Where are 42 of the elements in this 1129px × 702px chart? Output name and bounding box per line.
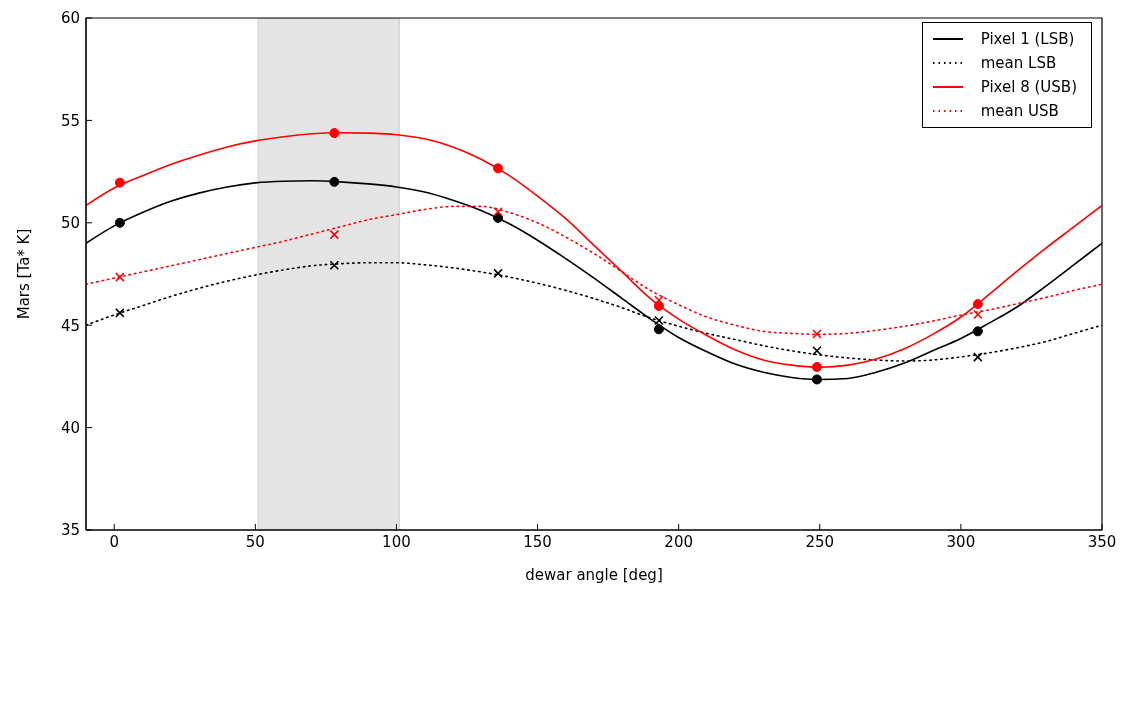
point — [972, 299, 983, 310]
point — [115, 308, 125, 318]
legend-label: Pixel 1 (LSB) — [980, 30, 1075, 48]
x-tick-label: 150 — [523, 532, 552, 551]
legend-label: mean USB — [980, 102, 1059, 120]
x-tick-label: 250 — [805, 532, 835, 551]
x-axis-title: dewar angle [deg] — [525, 566, 663, 584]
y-tick-label: 50 — [60, 214, 80, 233]
point — [329, 229, 340, 240]
point — [114, 217, 125, 228]
x-tick-label: 200 — [664, 532, 693, 551]
y-tick-label: 55 — [60, 111, 80, 130]
y-tick-label: 35 — [60, 521, 80, 540]
point — [493, 206, 503, 217]
x-tick-label: 100 — [382, 532, 411, 551]
point — [493, 212, 504, 223]
point — [114, 177, 125, 188]
point — [493, 268, 503, 279]
y-tick-label: 45 — [60, 316, 80, 335]
x-tick-label: 300 — [946, 532, 976, 551]
point — [654, 315, 664, 326]
point — [329, 128, 340, 139]
point — [811, 374, 822, 385]
point — [973, 352, 983, 362]
point — [811, 361, 822, 372]
point — [493, 163, 504, 174]
legend-label: Pixel 8 (USB) — [980, 78, 1077, 96]
point — [972, 326, 983, 337]
x-tick-label: 50 — [245, 532, 265, 551]
point — [812, 329, 822, 339]
y-axis-title: Mars [Ta* K] — [15, 228, 34, 320]
point — [973, 309, 983, 320]
point — [115, 272, 125, 282]
point — [329, 260, 340, 270]
point — [812, 346, 822, 356]
x-tick-label: 0 — [109, 532, 119, 551]
x-tick-label: 350 — [1087, 532, 1117, 551]
point — [329, 176, 340, 187]
y-tick-label: 60 — [60, 9, 80, 28]
legend-label: mean LSB — [980, 54, 1057, 72]
point — [653, 324, 664, 335]
y-tick-label: 40 — [60, 418, 80, 437]
